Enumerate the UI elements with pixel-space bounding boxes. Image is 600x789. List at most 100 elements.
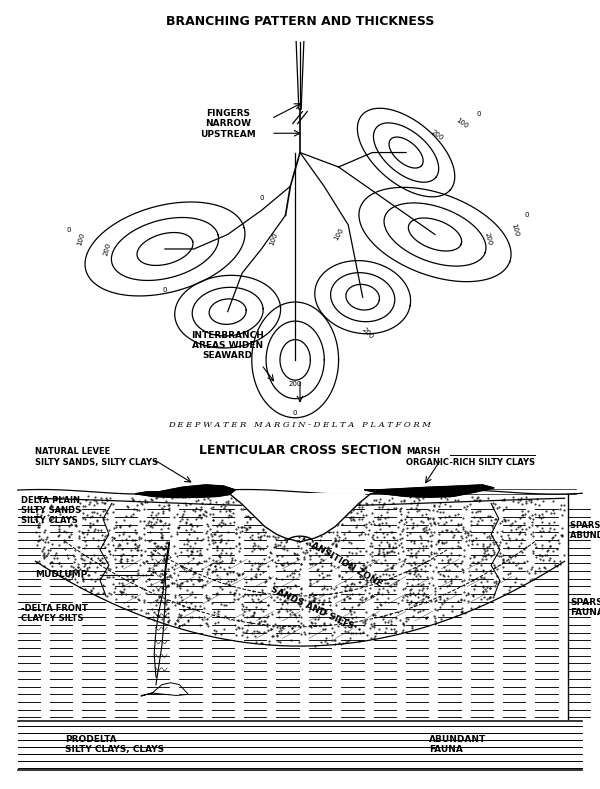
- Point: [471, 506, 481, 518]
- Point: [365, 622, 375, 634]
- Point: [40, 524, 49, 537]
- Point: [247, 589, 257, 601]
- Point: [344, 558, 354, 570]
- Point: [139, 503, 148, 515]
- Point: [307, 621, 316, 634]
- Point: [362, 574, 371, 586]
- Point: [109, 532, 119, 544]
- Point: [544, 516, 554, 529]
- Point: [499, 549, 508, 562]
- Point: [158, 507, 168, 519]
- Point: [276, 623, 286, 636]
- Point: [122, 570, 131, 582]
- Point: [310, 592, 320, 604]
- Point: [355, 593, 365, 605]
- Point: [296, 627, 305, 640]
- Point: [140, 527, 149, 540]
- Point: [398, 624, 407, 637]
- Point: [543, 544, 553, 556]
- Point: [273, 525, 283, 538]
- Point: [289, 510, 298, 523]
- Point: [374, 623, 384, 635]
- Point: [318, 623, 328, 635]
- Point: [461, 535, 471, 548]
- Point: [209, 623, 219, 636]
- Point: [374, 547, 384, 559]
- Point: [371, 525, 381, 538]
- Point: [82, 561, 92, 574]
- Point: [116, 556, 126, 569]
- Point: [190, 603, 200, 615]
- Point: [283, 596, 292, 609]
- Point: [211, 496, 221, 509]
- Point: [254, 563, 263, 575]
- Point: [101, 566, 111, 578]
- Point: [153, 584, 163, 596]
- Point: [256, 504, 265, 517]
- Point: [437, 536, 447, 548]
- Point: [51, 547, 61, 559]
- Point: [157, 574, 167, 586]
- Point: [497, 525, 506, 537]
- Point: [208, 501, 218, 514]
- Point: [74, 541, 84, 554]
- Point: [490, 548, 499, 560]
- Point: [368, 609, 377, 622]
- Point: [102, 529, 112, 541]
- Point: [425, 517, 434, 529]
- Point: [350, 514, 359, 526]
- Point: [78, 573, 88, 585]
- Point: [179, 604, 189, 616]
- Point: [471, 494, 481, 507]
- Point: [393, 596, 403, 609]
- Point: [302, 495, 312, 507]
- Point: [391, 537, 400, 549]
- Point: [247, 593, 257, 606]
- Point: [453, 540, 463, 552]
- Point: [130, 503, 139, 515]
- Point: [245, 513, 255, 525]
- Point: [384, 569, 394, 581]
- Point: [553, 533, 563, 546]
- Point: [383, 577, 392, 589]
- Point: [490, 588, 499, 600]
- Point: [95, 554, 105, 567]
- Point: [109, 586, 119, 599]
- Point: [135, 559, 145, 571]
- Point: [196, 534, 206, 547]
- Point: [518, 522, 527, 535]
- Point: [263, 623, 273, 636]
- Point: [140, 544, 149, 557]
- Point: [187, 562, 196, 574]
- Point: [386, 618, 396, 630]
- Point: [156, 523, 166, 536]
- Point: [38, 534, 47, 547]
- Point: [475, 493, 485, 506]
- Point: [457, 594, 466, 607]
- Point: [352, 541, 362, 554]
- Point: [413, 492, 423, 505]
- Point: [315, 533, 325, 546]
- Point: [194, 611, 203, 623]
- Point: [178, 507, 187, 520]
- Point: [89, 499, 98, 511]
- Point: [493, 526, 502, 539]
- Point: [511, 571, 521, 584]
- Point: [457, 604, 466, 617]
- Point: [305, 604, 314, 617]
- Point: [418, 578, 428, 590]
- Point: [170, 547, 179, 559]
- Text: LENTICULAR CROSS SECTION: LENTICULAR CROSS SECTION: [199, 443, 401, 457]
- Point: [270, 618, 280, 630]
- Point: [473, 514, 483, 527]
- Point: [478, 563, 488, 576]
- Point: [331, 539, 341, 552]
- Point: [489, 559, 499, 571]
- Point: [526, 493, 536, 506]
- Point: [296, 611, 306, 623]
- Point: [494, 501, 504, 514]
- Point: [164, 518, 173, 530]
- Point: [445, 553, 455, 566]
- Point: [296, 583, 306, 596]
- Point: [115, 555, 125, 567]
